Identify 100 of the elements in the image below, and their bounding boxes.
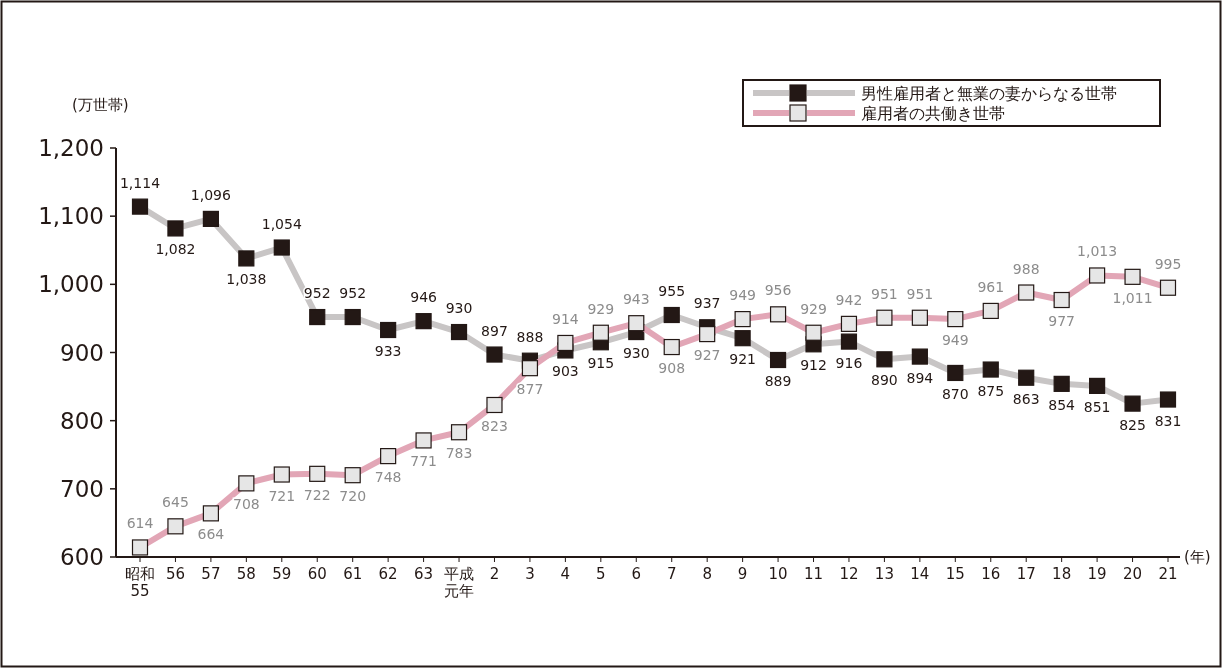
- x-tick-label: 59: [272, 565, 292, 583]
- data-label: 908: [658, 360, 686, 377]
- point: [947, 364, 964, 382]
- data-label: 951: [906, 285, 934, 302]
- x-tick-label: 19: [1087, 565, 1107, 583]
- data-label: 708: [232, 496, 260, 513]
- data-label: 645: [162, 494, 189, 511]
- y-tick-label: 600: [60, 544, 104, 570]
- point: [1053, 375, 1070, 392]
- point: [1124, 395, 1141, 412]
- data-label: 914: [552, 310, 579, 327]
- data-label: 722: [303, 486, 331, 503]
- data-label: 943: [622, 291, 650, 308]
- point: [1089, 377, 1106, 394]
- data-label: 927: [693, 347, 721, 364]
- data-label: 1,096: [190, 186, 232, 203]
- point: [1018, 369, 1035, 386]
- data-label: 951: [871, 285, 898, 302]
- x-tick-label: 56: [165, 565, 185, 583]
- data-label: 942: [835, 291, 863, 308]
- x-tick-label: 3: [525, 565, 535, 583]
- point: [663, 306, 680, 324]
- x-tick-label: 13: [874, 565, 894, 583]
- data-label: 937: [693, 295, 721, 312]
- point: [486, 346, 503, 363]
- x-tick-label: 15: [945, 565, 965, 583]
- point: [876, 351, 893, 368]
- data-label: 1,011: [1112, 289, 1153, 306]
- y-tick-label: 700: [60, 475, 104, 502]
- data-label: 664: [197, 526, 225, 543]
- point: [131, 198, 149, 215]
- x-tick-label: 60: [307, 565, 327, 583]
- point: [415, 313, 432, 330]
- data-label: 888: [516, 328, 544, 345]
- data-label: 952: [339, 285, 367, 302]
- data-label: 748: [374, 469, 402, 486]
- data-label: 929: [587, 300, 615, 317]
- point: [734, 330, 751, 347]
- x-tick-label: 11: [803, 565, 824, 583]
- x-tick-label: 9: [737, 565, 748, 583]
- point: [202, 210, 219, 227]
- y-tick-label: 1,000: [38, 271, 104, 298]
- point: [450, 323, 468, 341]
- point: [982, 361, 999, 378]
- data-label: 995: [1154, 255, 1182, 272]
- data-label: 851: [1083, 398, 1111, 415]
- data-label: 921: [729, 351, 756, 368]
- data-label: 956: [764, 282, 792, 299]
- data-label: 870: [941, 385, 969, 402]
- x-tick-label: 18: [1052, 565, 1072, 583]
- data-label: 1,114: [119, 174, 161, 191]
- x-tick-label: 17: [1016, 565, 1036, 583]
- point: [840, 333, 858, 350]
- point: [167, 220, 184, 237]
- data-label: 831: [1154, 412, 1182, 429]
- x-tick-label: 2: [489, 565, 500, 583]
- x-tick-label: 62: [378, 565, 398, 583]
- x-axis-title: (年): [1184, 548, 1211, 566]
- data-label: 890: [871, 372, 898, 389]
- x-tick-label: 6: [631, 565, 642, 583]
- data-label: 614: [126, 515, 154, 532]
- point: [238, 250, 255, 267]
- point: [911, 348, 928, 365]
- data-label: 863: [1012, 390, 1040, 407]
- data-label: 946: [410, 289, 438, 306]
- legend-label: 男性雇用者と無業の妻からなる世帯: [861, 84, 1117, 103]
- point: [273, 239, 290, 256]
- x-tick-label: 5: [596, 565, 606, 583]
- data-label: 720: [339, 488, 367, 505]
- data-label: 929: [800, 300, 827, 317]
- data-label: 915: [587, 355, 615, 372]
- data-label: 912: [800, 357, 827, 374]
- data-label: 894: [906, 369, 934, 386]
- data-label: 988: [1012, 260, 1040, 277]
- data-label: 949: [941, 332, 969, 349]
- data-label: 875: [977, 382, 1005, 399]
- point: [380, 321, 397, 339]
- data-label: 903: [552, 363, 579, 380]
- data-label: 825: [1119, 416, 1146, 433]
- y-tick-label: 1,200: [38, 135, 104, 161]
- x-tick-label: 16: [981, 565, 1001, 583]
- x-tick-label: 10: [768, 565, 788, 583]
- y-tick-label: 900: [60, 339, 104, 366]
- data-label: 721: [268, 487, 296, 504]
- data-label: 930: [622, 345, 650, 362]
- data-label: 889: [764, 373, 792, 389]
- point: [1159, 391, 1177, 408]
- x-tick-label: 4: [560, 565, 571, 583]
- x-tick-label: 57: [201, 565, 221, 583]
- data-label: 823: [481, 417, 508, 434]
- x-tick-label: 61: [343, 565, 363, 583]
- x-tick-label: 21: [1158, 565, 1178, 583]
- x-tick-label: 8: [702, 565, 712, 583]
- data-label: 961: [977, 278, 1005, 295]
- data-label: 955: [658, 283, 686, 300]
- x-tick-label: 14: [910, 565, 930, 583]
- x-tick-label: 平成元年: [444, 565, 475, 600]
- data-label: 854: [1048, 396, 1076, 413]
- data-label: 949: [729, 287, 756, 304]
- data-label: 783: [445, 445, 473, 462]
